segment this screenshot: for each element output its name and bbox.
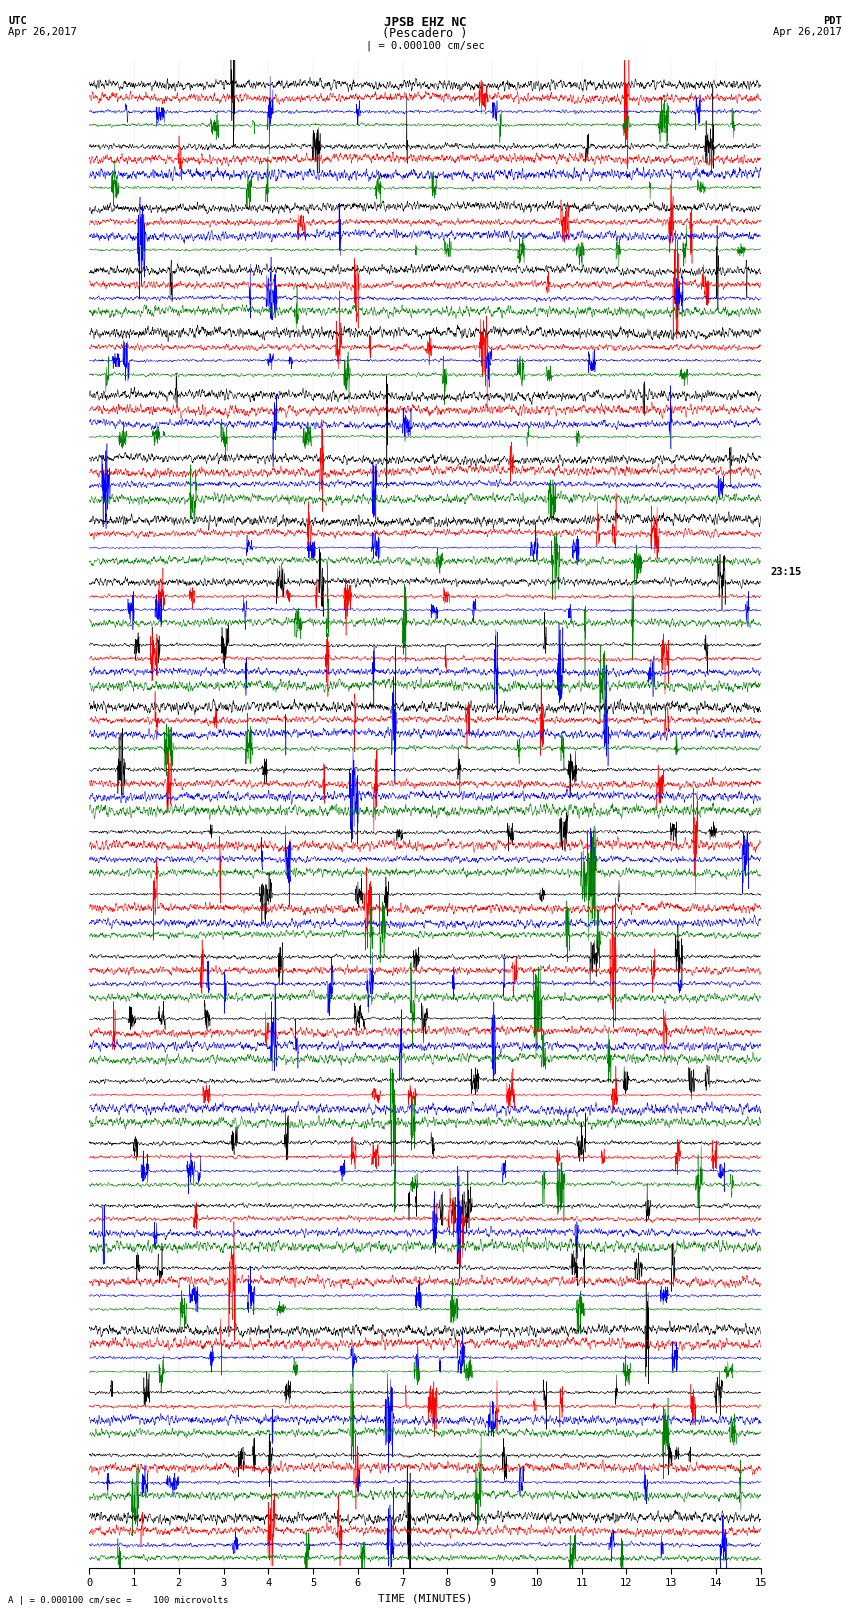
Text: Apr 26,2017: Apr 26,2017: [8, 27, 77, 37]
Text: PDT: PDT: [823, 16, 842, 26]
Text: JPSB EHZ NC: JPSB EHZ NC: [383, 16, 467, 29]
X-axis label: TIME (MINUTES): TIME (MINUTES): [377, 1594, 473, 1603]
Text: Apr 26,2017: Apr 26,2017: [773, 27, 842, 37]
Text: A | = 0.000100 cm/sec =    100 microvolts: A | = 0.000100 cm/sec = 100 microvolts: [8, 1595, 229, 1605]
Text: (Pescadero ): (Pescadero ): [382, 27, 468, 40]
Text: UTC: UTC: [8, 16, 27, 26]
Text: 23:15: 23:15: [771, 568, 802, 577]
Text: | = 0.000100 cm/sec: | = 0.000100 cm/sec: [366, 40, 484, 52]
